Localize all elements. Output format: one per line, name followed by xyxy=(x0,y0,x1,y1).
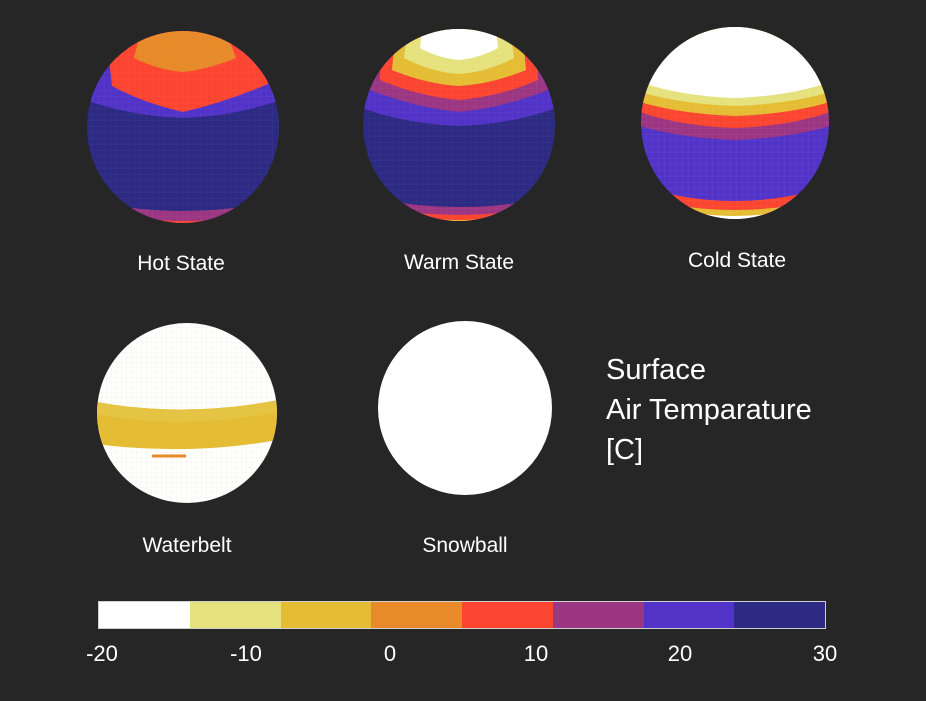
hot-state-globe xyxy=(87,31,279,223)
colorbar xyxy=(98,601,826,629)
colorbar-segment xyxy=(552,602,644,628)
colorbar-segment xyxy=(280,602,372,628)
snowball-label: Snowball xyxy=(422,534,508,557)
warm-state-globe xyxy=(363,29,555,221)
legend-title: Surface Air Temparature [C] xyxy=(606,350,812,470)
colorbar-segment xyxy=(462,602,553,628)
snowball-globe xyxy=(378,321,552,495)
cold-state-globe xyxy=(641,27,829,219)
colorbar-tick: 0 xyxy=(383,641,397,666)
colorbar-segment xyxy=(734,602,825,628)
legend-title-line: [C] xyxy=(606,434,644,466)
colorbar-segment xyxy=(643,602,735,628)
cold-state-label: Cold State xyxy=(687,249,787,272)
colorbar-tick: 10 xyxy=(523,641,549,666)
waterbelt-label: Waterbelt xyxy=(142,534,232,557)
colorbar-segment xyxy=(371,602,462,628)
colorbar-tick: -20 xyxy=(86,641,118,666)
hot-state-label: Hot State xyxy=(137,252,225,275)
legend-title-line: Surface xyxy=(606,354,706,386)
colorbar-tick: -10 xyxy=(230,641,262,666)
colorbar-segment xyxy=(99,602,190,628)
colorbar-segment xyxy=(189,602,281,628)
colorbar-tick: 30 xyxy=(812,641,838,666)
legend-title-line: Air Temparature xyxy=(606,394,812,426)
colorbar-tick: 20 xyxy=(667,641,693,666)
waterbelt-globe xyxy=(97,323,277,503)
warm-state-label: Warm State xyxy=(403,251,515,274)
